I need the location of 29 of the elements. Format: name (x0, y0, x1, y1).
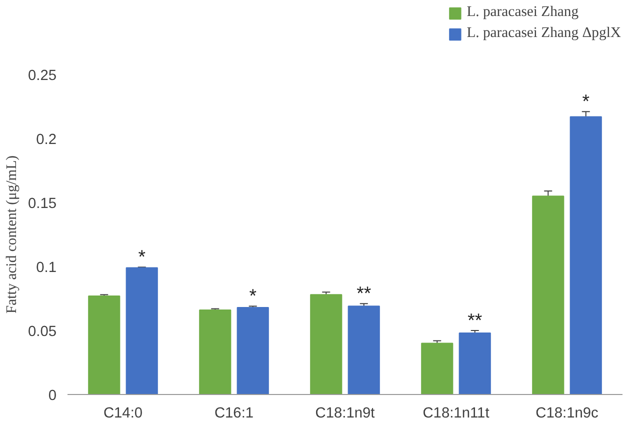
bar (310, 294, 342, 394)
x-tick-label: C14:0 (103, 406, 143, 422)
bar (199, 310, 232, 394)
y-tick-label: 0.25 (28, 68, 57, 84)
annotation: * (138, 246, 146, 268)
bar (458, 332, 491, 394)
annotation: ** (468, 310, 482, 330)
y-tick-label: 0.15 (28, 196, 57, 212)
bar (236, 306, 269, 394)
bar (532, 196, 564, 394)
bar (88, 295, 120, 394)
legend-label: L. paracasei Zhang (466, 4, 579, 21)
x-tick-label: C16:1 (214, 406, 254, 422)
bar (126, 267, 158, 394)
bar (421, 342, 454, 394)
bar (570, 116, 602, 394)
annotation: * (249, 285, 257, 306)
annotation: ** (356, 282, 372, 304)
y-tick-label: 0 (48, 388, 57, 404)
y-tick-label: 0.1 (36, 260, 56, 276)
y-axis-title: Fatty acid content (μg/mL) (4, 155, 20, 314)
bar (348, 306, 380, 394)
x-tick-label: C18:1n9c (536, 406, 598, 422)
annotation: * (582, 90, 590, 112)
x-tick-label: C18:1n11t (422, 406, 490, 422)
y-tick-label: 0.05 (28, 324, 57, 340)
x-tick-label: C18:1n9t (315, 406, 375, 422)
y-tick-label: 0.2 (36, 132, 56, 148)
legend-label: L. paracasei Zhang ΔpglX (466, 25, 621, 42)
